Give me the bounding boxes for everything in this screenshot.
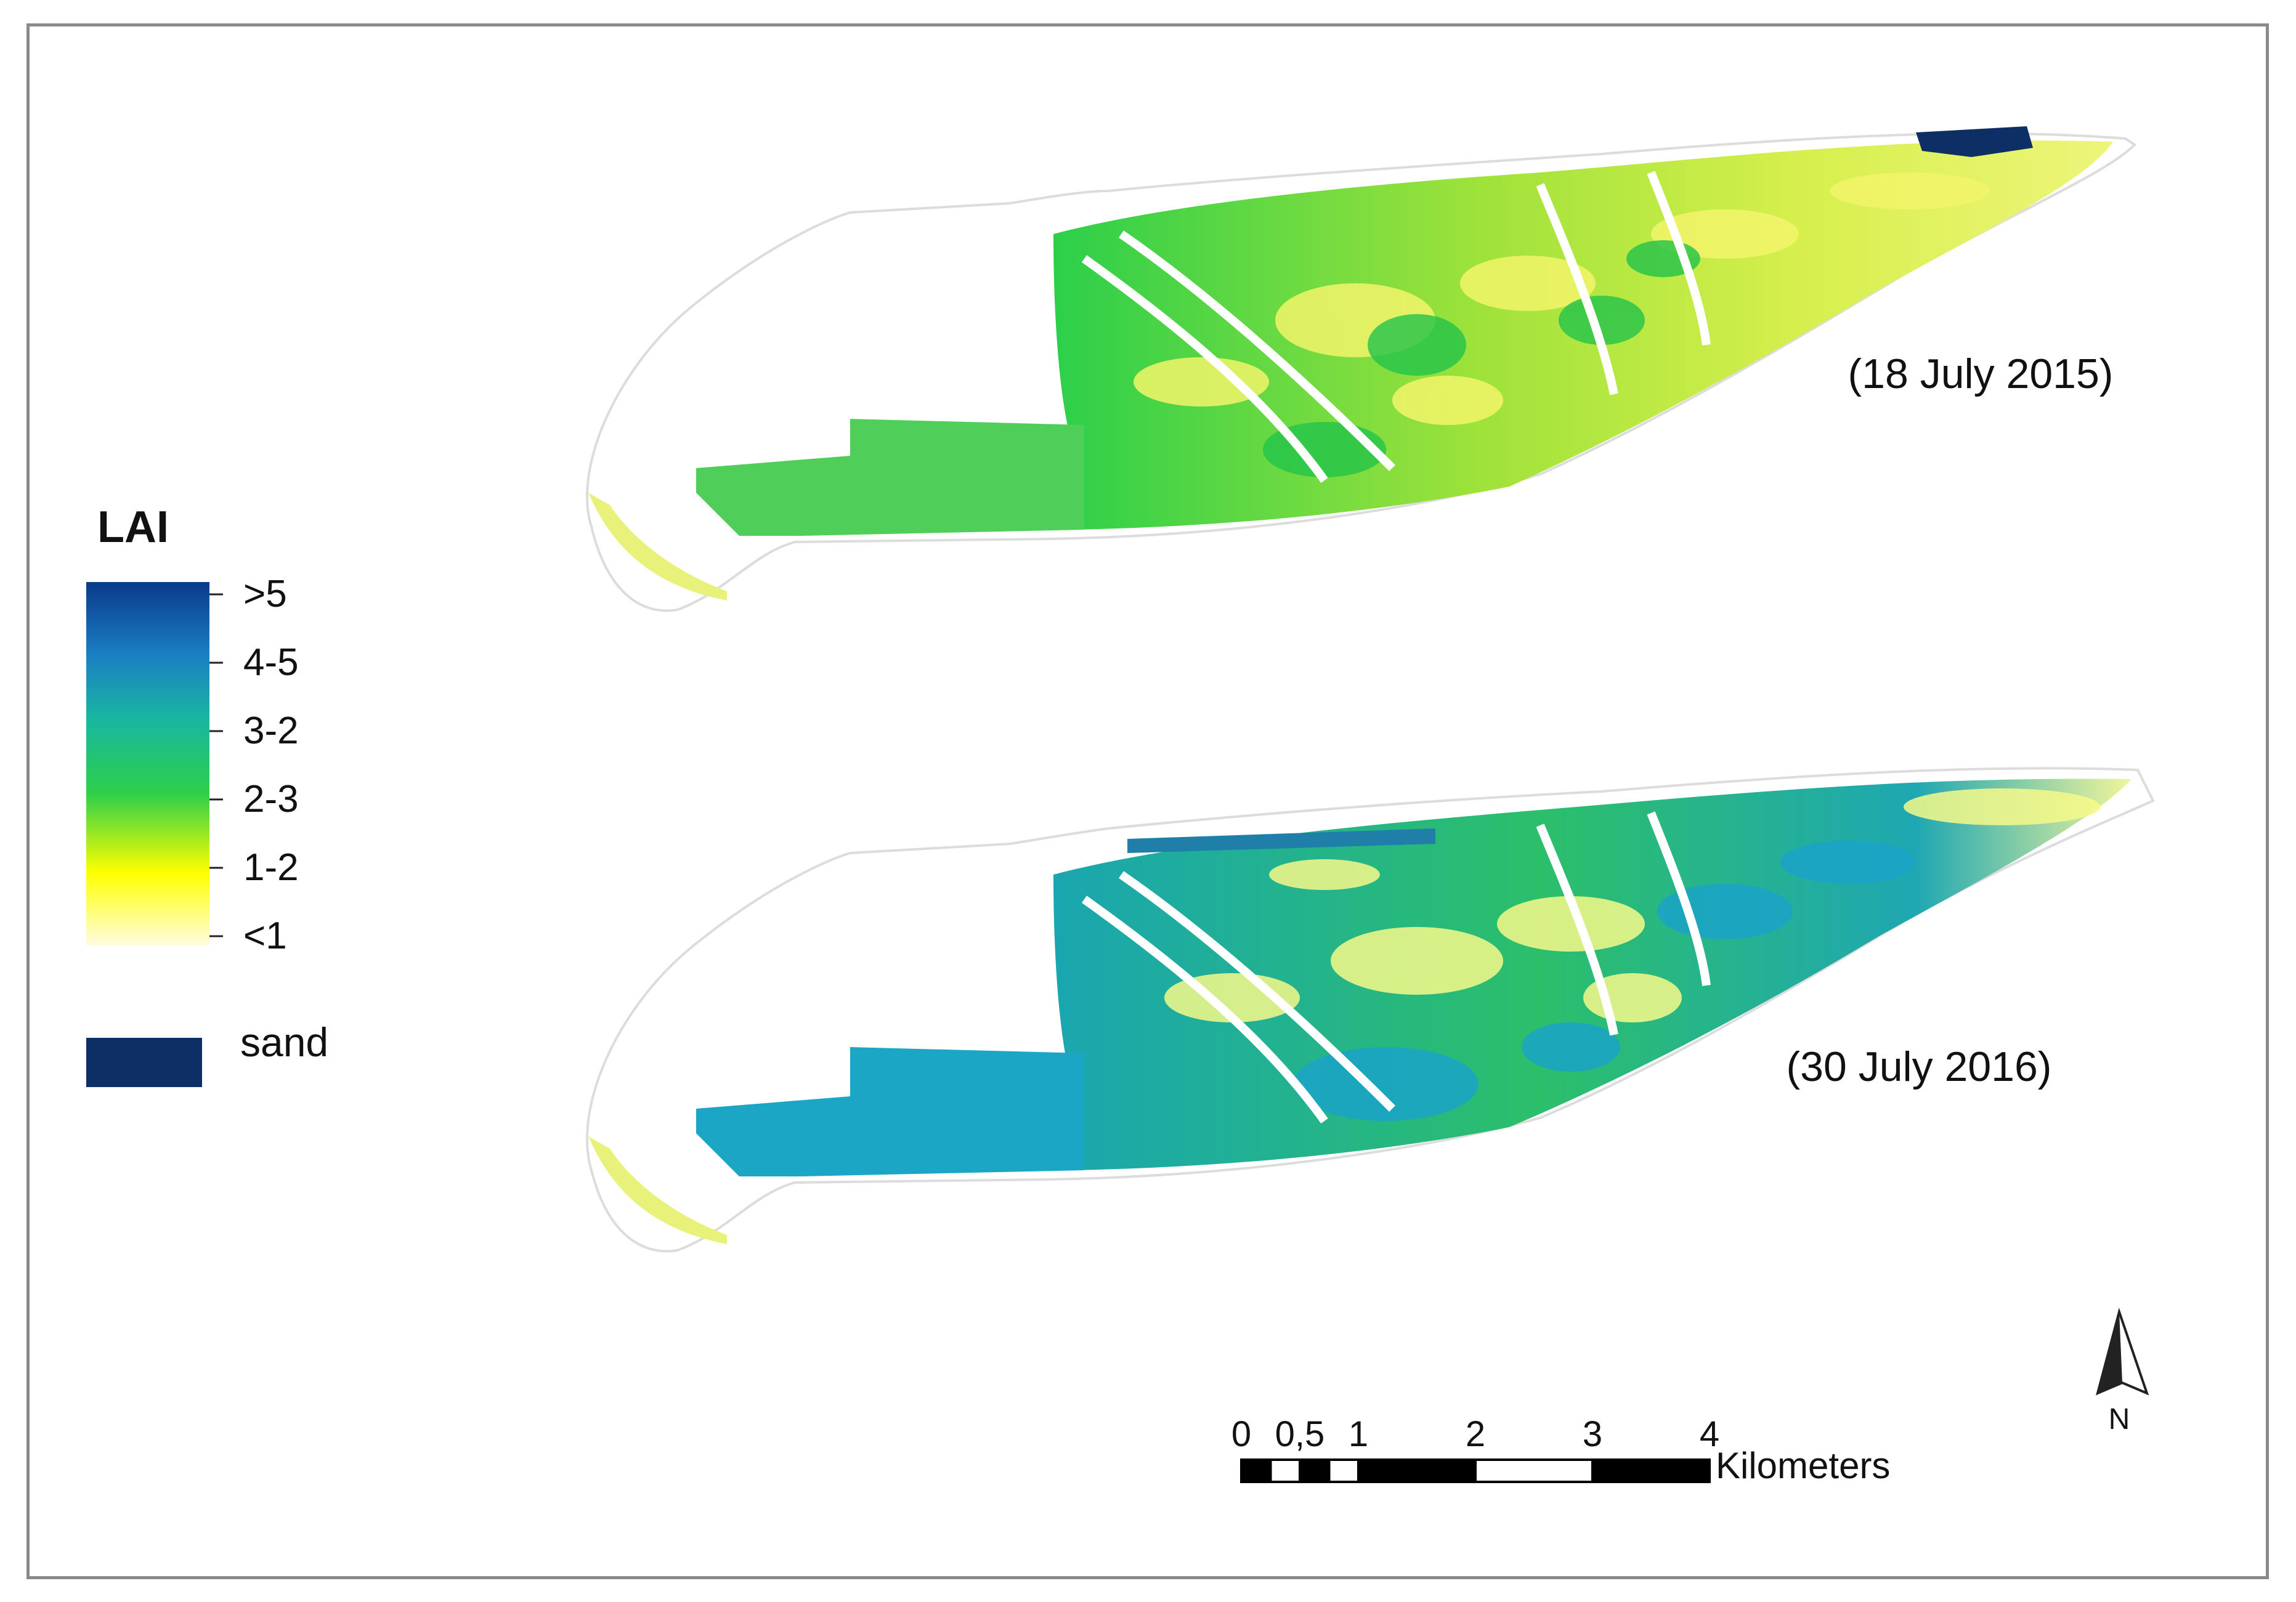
map-date-2016: (30 July 2016) xyxy=(1787,1043,2052,1090)
scale-segment xyxy=(1240,1458,1272,1483)
legend-title: LAI xyxy=(97,503,169,552)
scale-tick-label: 3 xyxy=(1583,1414,1602,1454)
scale-tick-label: 4 xyxy=(1700,1414,1719,1454)
north-label: N xyxy=(2109,1403,2130,1436)
legend-class-label: 4-5 xyxy=(243,641,299,684)
scale-segment xyxy=(1591,1458,1711,1483)
scale-segments xyxy=(1240,1458,1711,1483)
polder-fields-2016 xyxy=(696,1047,1084,1176)
channels-2016 xyxy=(1081,811,1711,1124)
sand-label: sand xyxy=(240,1019,328,1065)
legend-class-label: 2-3 xyxy=(243,778,299,820)
sand-swatch xyxy=(86,1038,202,1087)
scale-segment xyxy=(1269,1458,1301,1483)
north-dune-strip-2016 xyxy=(1127,828,1435,853)
legend-class-label: 1-2 xyxy=(243,846,299,889)
north-arrow: N xyxy=(2096,1308,2149,1436)
low-lai-patches-2016 xyxy=(1164,788,2101,1022)
scale-tick-label: 1 xyxy=(1349,1414,1368,1454)
legend: LAI >5 4-5 3-2 2-3 1-2 <1 sand xyxy=(86,503,328,1087)
scale-tick-label: 2 xyxy=(1466,1414,1485,1454)
west-dune-strip-2016 xyxy=(588,1136,727,1244)
map-date-2015: (18 July 2015) xyxy=(1848,350,2114,397)
scale-tick-label: 0 xyxy=(1231,1414,1251,1454)
scale-segment xyxy=(1328,1458,1360,1483)
west-dune-strip-2015 xyxy=(588,493,727,601)
polder-fields-2015 xyxy=(696,419,1084,536)
legend-tick-labels: >5 4-5 3-2 2-3 1-2 <1 xyxy=(209,573,299,957)
legend-class-label: 3-2 xyxy=(243,710,299,752)
scale-segment xyxy=(1474,1458,1594,1483)
legend-class-label: >5 xyxy=(243,573,287,615)
lai-map-2015: (18 July 2015) xyxy=(586,126,2137,612)
channels-2015 xyxy=(1081,171,1711,483)
scale-unit: Kilometers xyxy=(1716,1445,1890,1486)
scale-segment xyxy=(1357,1458,1477,1483)
scale-tick-labels: 0 0,5 1 2 3 4 xyxy=(1231,1414,1719,1454)
scale-tick-label: 0,5 xyxy=(1275,1414,1325,1454)
lai-color-ramp xyxy=(86,582,209,945)
sand-patch-2015 xyxy=(1916,126,2033,157)
legend-class-label: <1 xyxy=(243,915,287,957)
scale-segment xyxy=(1299,1458,1331,1483)
scale-bar: 0 0,5 1 2 3 4 Kilometers xyxy=(1231,1414,1891,1486)
low-lai-patches-2015 xyxy=(1134,172,1990,425)
map-frame xyxy=(26,23,2269,1579)
high-lai-patches-2016 xyxy=(1294,841,1916,1121)
lai-map-2016: (30 July 2016) xyxy=(586,767,2155,1253)
